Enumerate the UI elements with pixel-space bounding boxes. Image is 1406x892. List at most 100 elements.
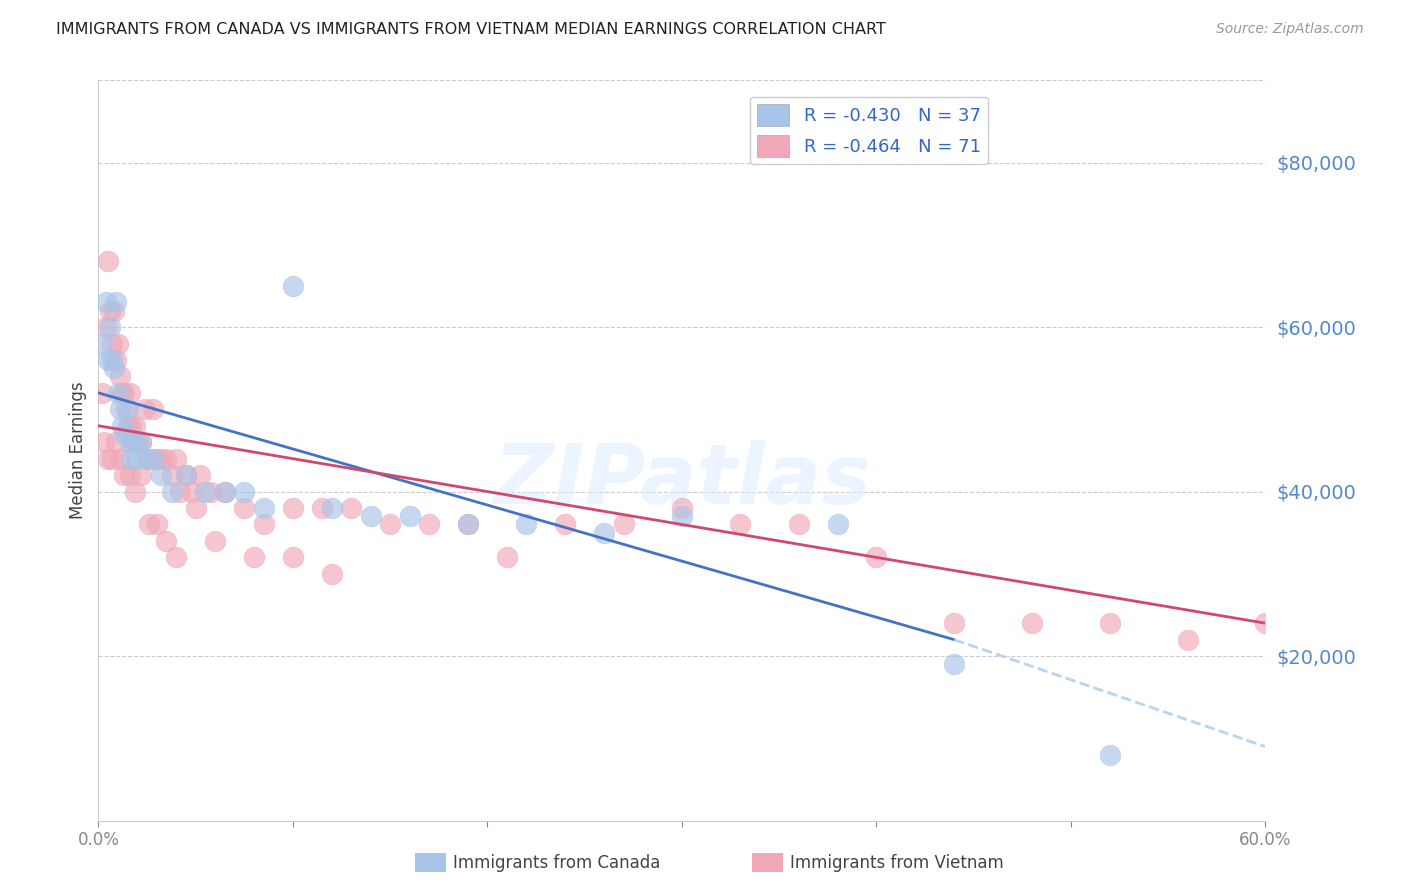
- Point: [129, 468, 152, 483]
- Point: [214, 484, 236, 499]
- Point: [112, 427, 135, 442]
- Point: [398, 509, 420, 524]
- Point: [124, 435, 146, 450]
- Point: [671, 509, 693, 524]
- Point: [107, 385, 129, 400]
- Point: [101, 336, 124, 351]
- Point: [253, 501, 276, 516]
- Point: [136, 451, 159, 466]
- Point: [127, 435, 149, 450]
- Point: [253, 517, 276, 532]
- Point: [200, 484, 222, 499]
- Point: [122, 435, 145, 450]
- Point: [1021, 616, 1043, 631]
- Point: [121, 418, 143, 433]
- Point: [943, 657, 966, 672]
- Point: [108, 369, 131, 384]
- Point: [457, 517, 479, 532]
- Point: [121, 451, 143, 466]
- Point: [103, 361, 125, 376]
- Point: [174, 468, 197, 483]
- Point: [101, 353, 124, 368]
- Point: [98, 303, 121, 318]
- Point: [104, 295, 127, 310]
- Text: Immigrants from Vietnam: Immigrants from Vietnam: [790, 854, 1004, 871]
- Point: [281, 501, 304, 516]
- Point: [96, 320, 118, 334]
- Point: [97, 353, 120, 368]
- Point: [233, 501, 256, 516]
- Y-axis label: Median Earnings: Median Earnings: [69, 382, 87, 519]
- Legend: R = -0.430   N = 37, R = -0.464   N = 71: R = -0.430 N = 37, R = -0.464 N = 71: [749, 96, 988, 164]
- Point: [233, 484, 256, 499]
- Point: [496, 550, 519, 565]
- Point: [112, 468, 135, 483]
- Point: [124, 418, 146, 433]
- Point: [97, 254, 120, 268]
- Point: [91, 385, 114, 400]
- Point: [827, 517, 849, 532]
- Point: [554, 517, 576, 532]
- Point: [118, 435, 141, 450]
- Point: [243, 550, 266, 565]
- Point: [787, 517, 810, 532]
- Point: [174, 468, 197, 483]
- Point: [321, 501, 343, 516]
- Text: Source: ZipAtlas.com: Source: ZipAtlas.com: [1216, 22, 1364, 37]
- Point: [281, 550, 304, 565]
- Point: [146, 517, 169, 532]
- Point: [169, 484, 191, 499]
- Point: [114, 402, 136, 417]
- Point: [149, 468, 172, 483]
- Point: [162, 468, 184, 483]
- Point: [129, 435, 152, 450]
- Point: [149, 451, 172, 466]
- Point: [118, 468, 141, 483]
- Point: [165, 550, 187, 565]
- Point: [108, 451, 131, 466]
- Point: [613, 517, 636, 532]
- Point: [340, 501, 363, 516]
- Point: [93, 435, 115, 450]
- Point: [117, 402, 139, 417]
- Point: [730, 517, 752, 532]
- Point: [1254, 616, 1277, 631]
- Point: [943, 616, 966, 631]
- Point: [138, 517, 160, 532]
- Point: [129, 435, 152, 450]
- Point: [111, 418, 134, 433]
- Point: [360, 509, 382, 524]
- Point: [138, 451, 160, 466]
- Point: [380, 517, 402, 532]
- Point: [142, 451, 165, 466]
- Point: [104, 435, 127, 450]
- Point: [1098, 616, 1121, 631]
- Point: [96, 295, 118, 310]
- Point: [111, 385, 134, 400]
- Point: [134, 402, 156, 417]
- Point: [311, 501, 333, 516]
- Point: [321, 566, 343, 581]
- Point: [165, 451, 187, 466]
- Point: [515, 517, 537, 532]
- Text: ZIPatlas: ZIPatlas: [494, 440, 870, 521]
- Point: [204, 533, 226, 548]
- Point: [184, 501, 207, 516]
- Point: [103, 303, 125, 318]
- Point: [127, 451, 149, 466]
- Point: [98, 320, 121, 334]
- Point: [418, 517, 440, 532]
- Point: [180, 484, 202, 499]
- Point: [104, 353, 127, 368]
- Point: [107, 336, 129, 351]
- Point: [281, 279, 304, 293]
- Point: [865, 550, 887, 565]
- Point: [457, 517, 479, 532]
- Point: [214, 484, 236, 499]
- Point: [155, 533, 177, 548]
- Point: [162, 484, 184, 499]
- Point: [108, 402, 131, 417]
- Point: [194, 484, 217, 499]
- Text: Immigrants from Canada: Immigrants from Canada: [453, 854, 659, 871]
- Point: [1098, 747, 1121, 762]
